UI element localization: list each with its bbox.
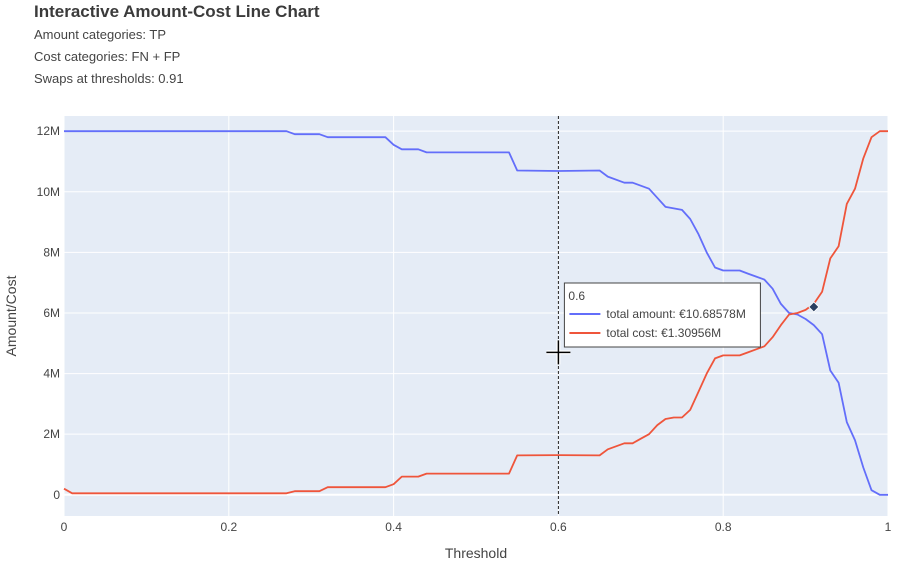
y-tick-label: 2M — [43, 427, 60, 441]
y-axis-label: Amount/Cost — [3, 275, 19, 356]
chart-title: Interactive Amount-Cost Line Chart — [34, 2, 320, 21]
tooltip-row-cost: total cost: €1.30956M — [606, 326, 721, 340]
y-tick-label: 0 — [53, 488, 60, 502]
series-line[interactable] — [63, 130, 888, 495]
x-axis-label: Threshold — [445, 545, 507, 561]
y-tick-label: 6M — [43, 306, 60, 320]
y-tick-label: 12M — [37, 124, 60, 138]
y-tick-label: 10M — [37, 185, 60, 199]
subtitle-amount-categories: Amount categories: TP — [34, 27, 166, 42]
x-tick-label: 0.4 — [385, 520, 402, 534]
x-tick-label: 0.8 — [715, 520, 732, 534]
x-tick-label: 0 — [61, 520, 68, 534]
x-axis-ticks: 0 0.2 0.4 0.6 0.8 1 — [61, 520, 892, 534]
y-axis-ticks: 0 2M 4M 6M 8M 10M 12M — [37, 124, 61, 502]
tooltip-header: 0.6 — [568, 289, 585, 303]
hover-tooltip: 0.6 total amount: €10.68578M total cost:… — [563, 282, 761, 348]
y-tick-label: 8M — [43, 245, 60, 259]
crosshair-cursor-icon — [546, 340, 571, 365]
x-tick-label: 0.2 — [220, 520, 237, 534]
series-lines — [63, 130, 888, 496]
y-tick-label: 4M — [43, 367, 60, 381]
chart-header: Interactive Amount-Cost Line Chart Amoun… — [34, 2, 320, 94]
tooltip-row-amount: total amount: €10.68578M — [606, 307, 745, 321]
plot-area[interactable] — [64, 116, 888, 516]
series-line[interactable] — [64, 130, 888, 496]
x-tick-label: 1 — [885, 520, 892, 534]
swap-threshold-marker[interactable] — [808, 301, 820, 313]
subtitle-swaps: Swaps at thresholds: 0.91 — [34, 71, 184, 86]
subtitle-cost-categories: Cost categories: FN + FP — [34, 49, 181, 64]
x-tick-label: 0.6 — [550, 520, 567, 534]
